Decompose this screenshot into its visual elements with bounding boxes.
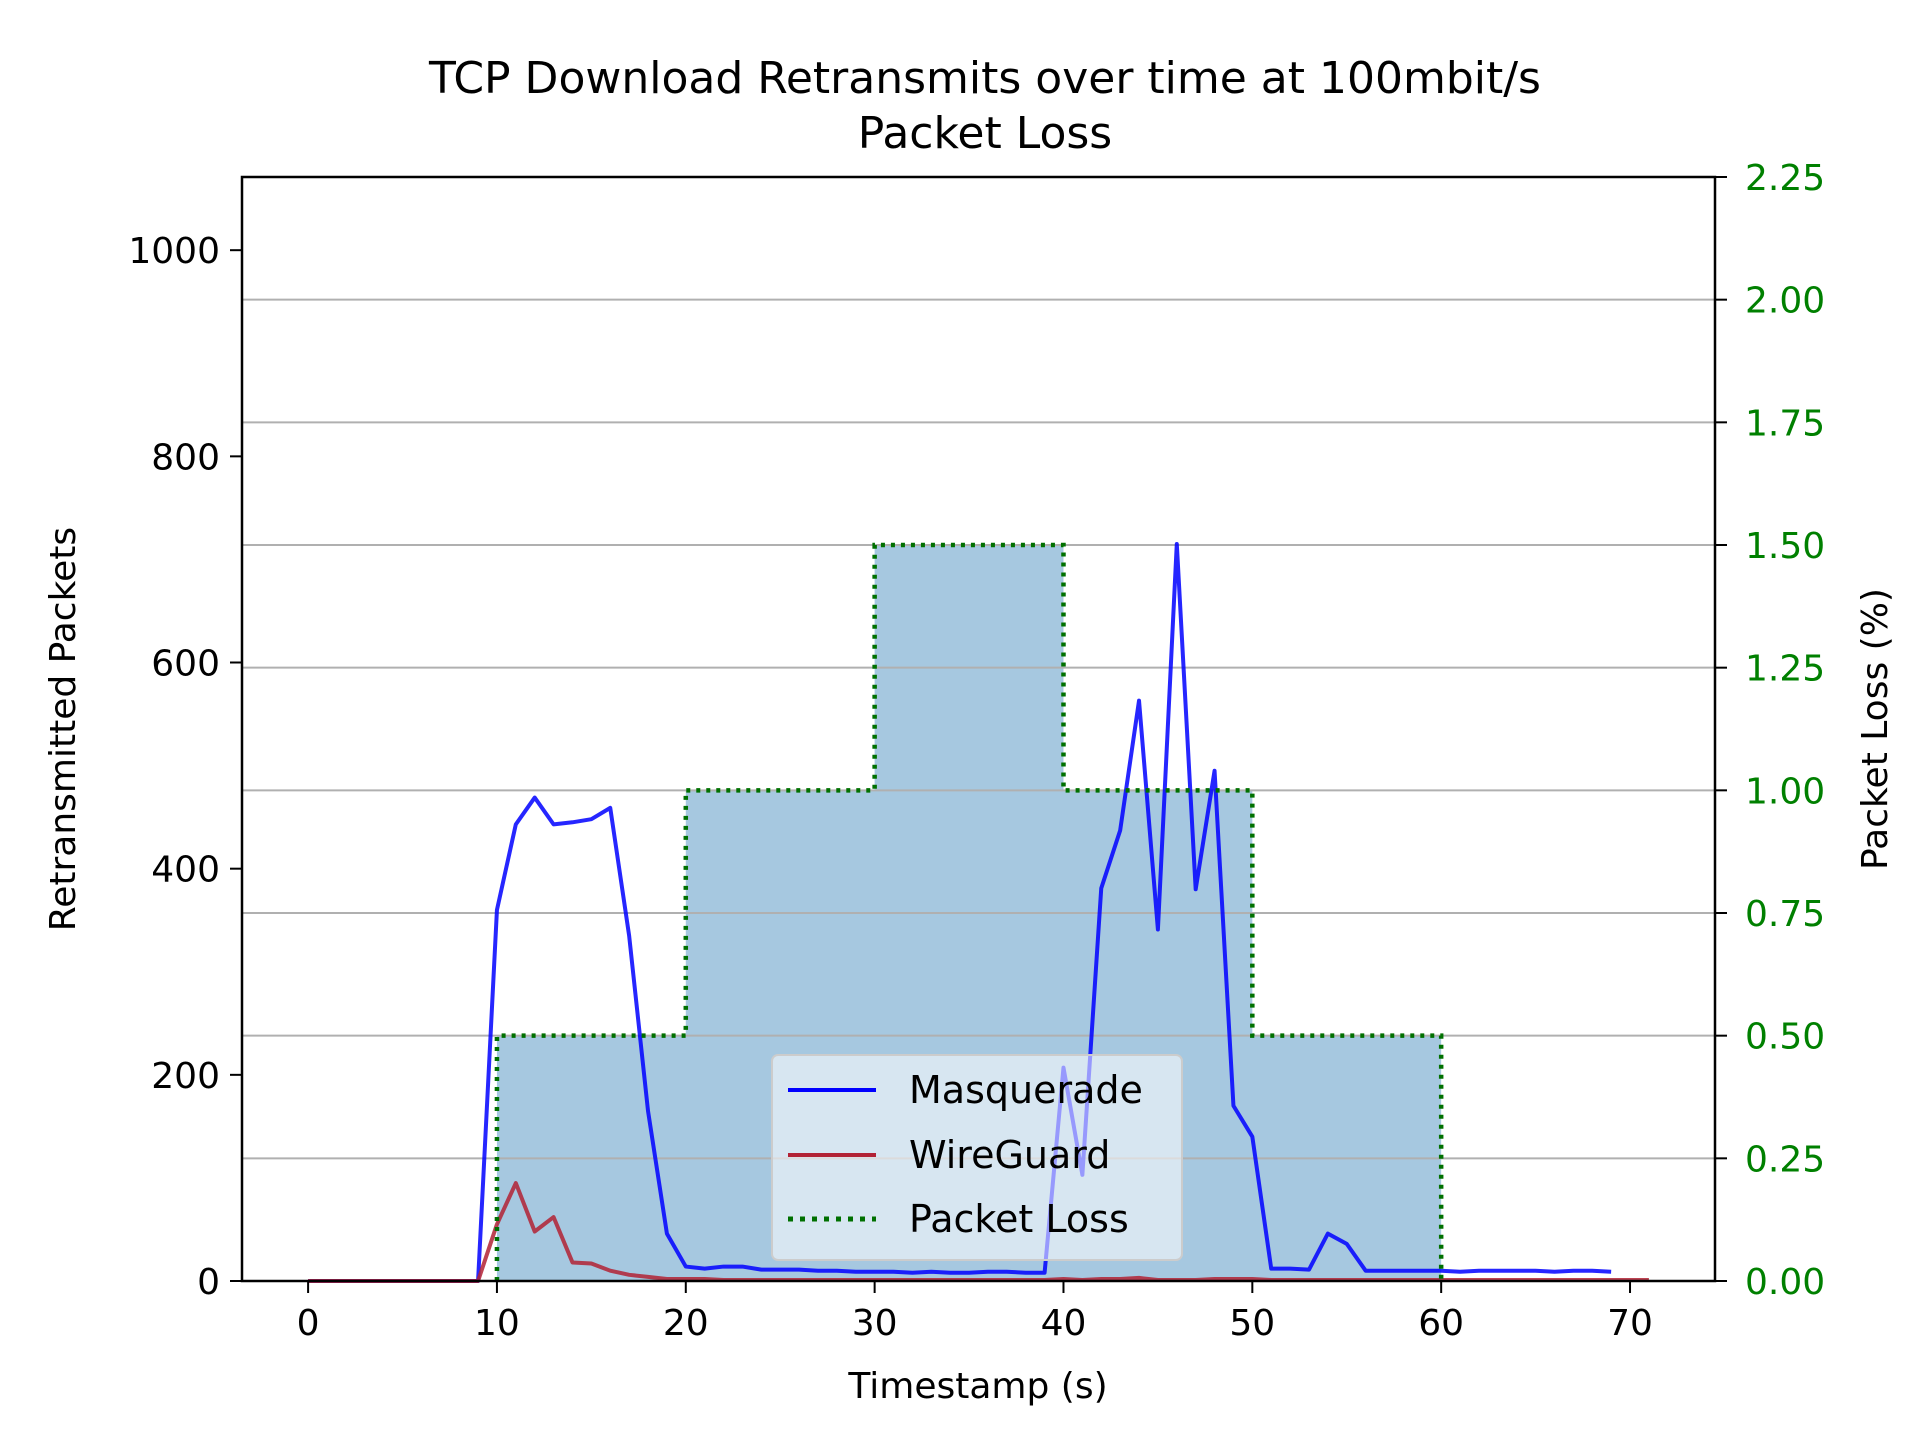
chart-title-line-1: TCP Download Retransmits over time at 10…: [428, 53, 1541, 104]
y2-tick-label: 1.50: [1745, 526, 1825, 567]
y-tick-label: 0: [197, 1262, 220, 1303]
y2-tick-label: 0.50: [1745, 1017, 1825, 1058]
y-tick-label: 800: [151, 437, 220, 478]
legend-masquerade-label: Masquerade: [909, 1068, 1143, 1112]
legend-box: [771, 1054, 1183, 1261]
y2-tick-label: 1.75: [1745, 403, 1825, 444]
x-axis-label: Timestamp (s): [847, 1366, 1107, 1407]
x-tick-label: 50: [1229, 1303, 1275, 1344]
packet-loss-step-line: [494, 542, 1444, 1281]
plot-frame: [240, 175, 1717, 1283]
y2-tick-label: 0.75: [1745, 894, 1825, 935]
legend-packet-loss-label: Packet Loss: [909, 1197, 1129, 1241]
x-tick-label: 20: [663, 1303, 709, 1344]
legend: Masquerade WireGuard Packet Loss: [771, 1054, 1183, 1261]
y-tick-label: 400: [151, 850, 220, 891]
y-tick-label: 200: [151, 1056, 220, 1097]
y2-tick-layer: 0.00 0.25 0.50 0.75 1.00 1.25 1.50 1.75 2.00 2.25: [1715, 158, 1825, 1303]
y2-tick-label: 0.00: [1745, 1262, 1825, 1303]
x-tick-label: 30: [852, 1303, 898, 1344]
y-axis-label: Retransmitted Packets: [43, 527, 84, 931]
chart-title-line-2: Packet Loss: [858, 108, 1112, 159]
legend-wireguard-label: WireGuard: [909, 1133, 1110, 1177]
x-tick-label: 40: [1041, 1303, 1087, 1344]
x-tick-label: 60: [1418, 1303, 1464, 1344]
y-tick-label: 1000: [128, 231, 220, 272]
x-tick-label: 70: [1607, 1303, 1653, 1344]
y-tick-layer: 0 200 400 600 800 1000: [128, 231, 242, 1303]
x-tick-label: 10: [474, 1303, 520, 1344]
y2-tick-label: 2.00: [1745, 281, 1825, 322]
y2-axis-label: Packet Loss (%): [1855, 588, 1896, 870]
y2-tick-label: 2.25: [1745, 158, 1825, 199]
y2-tick-label: 1.00: [1745, 771, 1825, 812]
y2-tick-label: 1.25: [1745, 649, 1825, 690]
y2-tick-label: 0.25: [1745, 1139, 1825, 1180]
x-tick-label: 0: [297, 1303, 320, 1344]
x-tick-layer: 0 10 20 30 40 50 60 70: [297, 1281, 1653, 1344]
y-tick-label: 600: [151, 644, 220, 685]
series-masquerade-line: [308, 541, 1612, 1283]
